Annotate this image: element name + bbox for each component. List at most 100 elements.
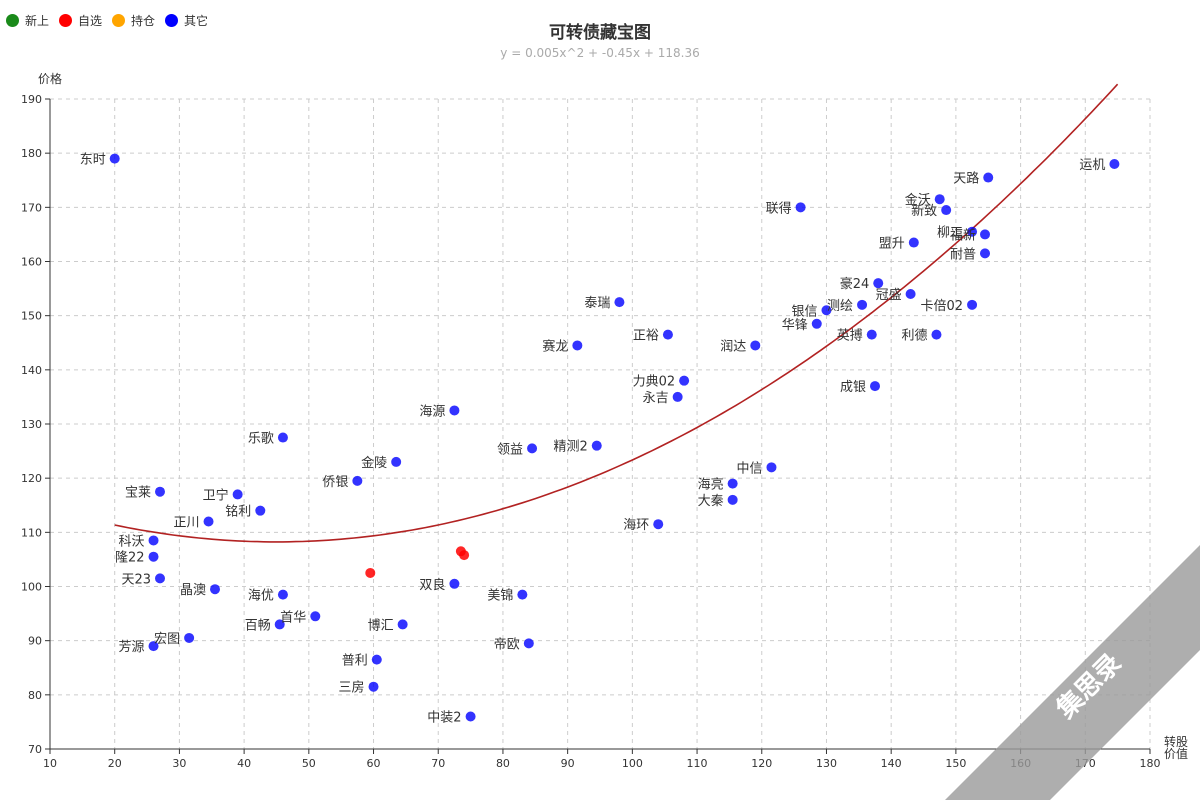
data-point-watchlist [459,550,470,561]
x-tick-label: 20 [108,757,122,770]
point-label: 天路 [953,171,979,187]
y-tick-label: 170 [21,201,42,214]
data-point [811,318,822,329]
x-tick-label: 10 [43,757,57,770]
point-label: 晶澳 [180,582,206,598]
x-tick-label: 150 [945,757,966,770]
point-label: 东时 [80,153,106,168]
y-tick-label: 100 [21,581,42,594]
y-tick-label: 130 [21,418,42,431]
point-label: 首华 [280,610,306,625]
point-label: 英搏 [837,328,863,344]
data-point [277,432,288,443]
point-label: 永吉 [643,391,669,406]
point-label: 美锦 [487,589,513,604]
point-label: 大秦 [698,494,724,509]
point-label: 联得 [766,200,792,216]
legend-item-new[interactable]: 新上 [6,12,49,29]
point-label: 双良 [419,577,445,593]
point-label: 华锋 [782,318,808,333]
data-point [255,505,266,516]
point-label: 三房 [339,680,365,696]
y-tick-label: 110 [21,526,42,539]
data-point [873,278,884,289]
chart-legend: 新上 自选 持仓 其它 [6,12,208,29]
data-point [368,681,379,692]
data-point [371,654,382,665]
data-point [870,381,880,392]
data-point [967,226,978,237]
data-point [465,711,476,722]
point-label: 卡倍02 [921,299,964,314]
point-label: 百畅 [245,618,271,633]
x-tick-label: 60 [367,757,381,770]
data-point [727,478,738,489]
point-label: 卫宁 [203,487,229,503]
point-label: 海亮 [698,477,724,493]
data-point [148,535,159,546]
x-tick-label: 180 [1140,757,1161,770]
x-tick-label: 110 [687,757,708,770]
point-label: 测绘 [827,299,853,314]
data-point [155,486,165,497]
data-point-watchlist [365,567,376,578]
point-label: 精测2 [553,440,587,455]
grid-lines [50,98,1151,749]
legend-label-others: 其它 [184,14,209,28]
legend-item-watchlist[interactable]: 自选 [59,12,102,29]
data-point [908,237,919,248]
point-label: 润达 [720,339,746,354]
y-tick-label: 90 [28,635,42,648]
data-point [517,589,528,600]
legend-label-holdings: 持仓 [131,14,156,28]
point-label: 芳源 [119,640,145,655]
point-label: 科沃 [119,534,145,549]
data-point [155,573,165,584]
x-tick-label: 100 [622,757,643,770]
point-label: 中装2 [427,711,461,726]
point-label: 普利 [342,654,368,669]
point-label: 赛龙 [542,338,568,354]
data-point [866,329,877,340]
legend-item-others[interactable]: 其它 [165,12,208,29]
data-point [274,619,285,630]
data-point [523,638,534,649]
point-label: 豪24 [840,276,870,292]
point-label: 海源 [419,404,445,419]
y-tick-label: 180 [21,147,42,160]
data-point [572,340,583,351]
point-label: 天23 [121,572,151,587]
point-label: 成银 [840,380,866,395]
point-label: 宏图 [154,632,180,647]
trend-line [114,83,1119,543]
y-tick-label: 120 [21,472,42,485]
point-label: 宝莱 [125,486,151,501]
data-point [397,619,408,630]
data-point [184,632,195,643]
data-point [672,391,683,402]
x-tick-label: 160 [1010,757,1031,770]
point-label: 帝欧 [494,636,520,652]
trend-curve [114,83,1119,543]
y-tick-label: 160 [21,256,42,269]
x-tick-label: 70 [431,757,445,770]
legend-marker-new [6,14,19,27]
data-point [148,641,159,652]
point-label: 冠盛 [876,288,902,303]
x-tick-label: 40 [237,757,251,770]
data-point [614,297,625,308]
legend-item-holdings[interactable]: 持仓 [112,12,155,29]
data-point [232,489,243,500]
point-label: 领益 [497,442,523,457]
chart-title: 可转债藏宝图 [549,23,651,43]
point-label: 银信 [791,304,817,319]
x-tick-label: 140 [881,757,902,770]
point-label: 正川 [174,516,200,531]
point-label: 新致 [911,203,937,219]
data-point [310,611,321,622]
x-tick-label: 130 [816,757,837,770]
point-label: 博汇 [368,618,394,633]
x-tick-label: 120 [751,757,772,770]
chart-subtitle: y = 0.005x^2 + -0.45x + 118.36 [500,46,700,60]
point-label: 隆22 [115,551,145,566]
